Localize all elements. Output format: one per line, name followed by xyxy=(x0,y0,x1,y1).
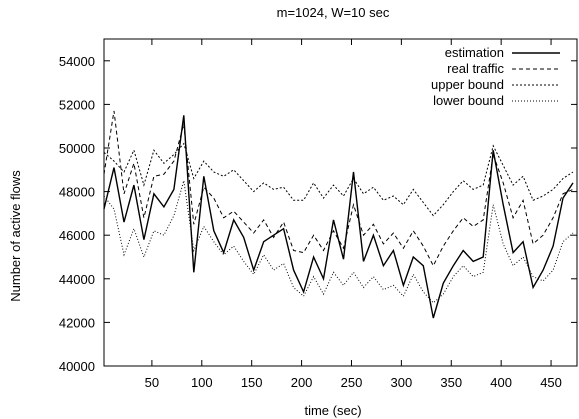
y-tick-label: 50000 xyxy=(59,141,95,156)
x-tick-label: 100 xyxy=(191,375,213,390)
x-tick-label: 300 xyxy=(391,375,413,390)
plot-frame xyxy=(103,38,578,367)
y-axis-label: Number of active flows xyxy=(8,170,23,302)
series-line-estimation xyxy=(103,115,574,319)
legend-label: estimation xyxy=(445,45,504,60)
x-tick-label: 150 xyxy=(241,375,263,390)
x-axis-label: time (sec) xyxy=(304,403,361,418)
y-tick-label: 40000 xyxy=(59,359,95,374)
series-line-real-traffic xyxy=(103,110,574,267)
y-tick-label: 54000 xyxy=(59,54,95,69)
legend-label: lower bound xyxy=(433,93,504,108)
x-tick-label: 350 xyxy=(440,375,462,390)
y-tick-label: 46000 xyxy=(59,228,95,243)
y-tick-label: 42000 xyxy=(59,315,95,330)
chart-title: m=1024, W=10 sec xyxy=(277,5,390,20)
series-layer xyxy=(103,110,574,319)
series-line-lower-bound xyxy=(103,180,574,304)
series-line-upper-bound xyxy=(103,142,574,217)
y-tick-label: 44000 xyxy=(59,272,95,287)
x-tick-label: 50 xyxy=(145,375,159,390)
x-tick-label: 250 xyxy=(341,375,363,390)
legend-label: real traffic xyxy=(447,61,504,76)
y-tick-label: 52000 xyxy=(59,97,95,112)
x-tick-label: 400 xyxy=(490,375,512,390)
x-tick-label: 200 xyxy=(291,375,313,390)
axis-ticks: 50 100 150 200 250 300 350 400 450 40000 42000 4400… xyxy=(59,39,577,390)
x-tick-label: 450 xyxy=(540,375,562,390)
legend-label: upper bound xyxy=(431,77,504,92)
y-tick-label: 48000 xyxy=(59,185,95,200)
